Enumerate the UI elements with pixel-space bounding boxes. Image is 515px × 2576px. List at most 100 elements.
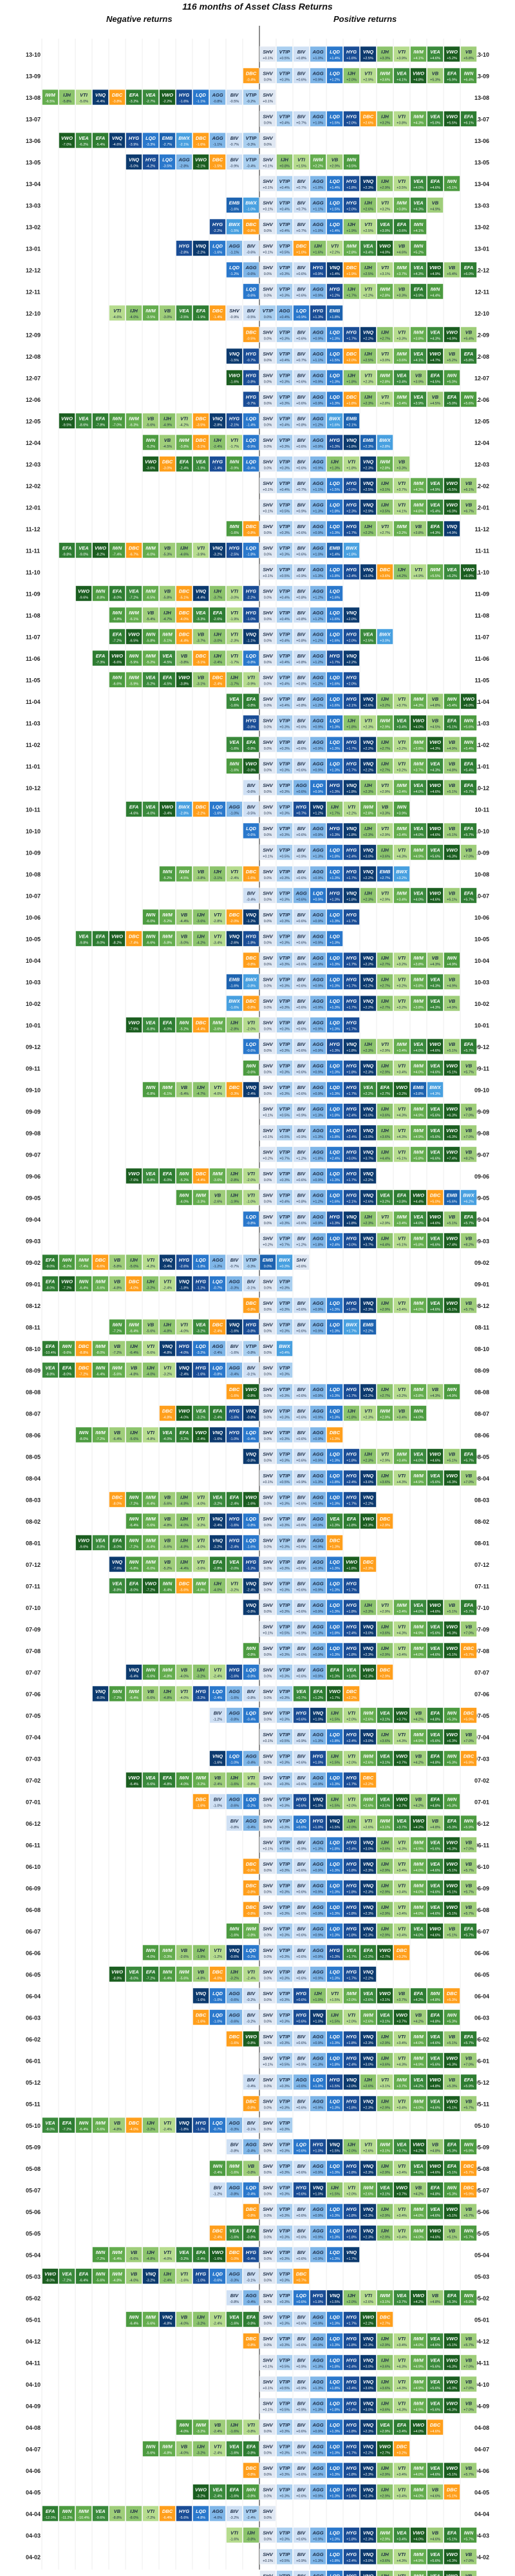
asset-ticker: VNQ xyxy=(363,1969,373,1975)
asset-ticker: AGG xyxy=(312,761,323,767)
asset-return: +0.6% xyxy=(296,1265,306,1269)
asset-ticker: LQD xyxy=(330,1732,340,1738)
asset-ticker: VEA xyxy=(430,1473,440,1479)
asset-return: -0.8% xyxy=(247,963,256,967)
asset-ticker: VWO xyxy=(429,739,441,745)
asset-ticker: LQD xyxy=(229,265,239,270)
asset-return: -7.0% xyxy=(113,424,122,428)
asset-return: -0.2% xyxy=(247,100,256,104)
asset-return: +0.3% xyxy=(279,402,290,406)
asset-ticker: EFA xyxy=(163,1020,173,1026)
asset-ticker: HYG xyxy=(346,1969,357,1975)
asset-return: -6.5% xyxy=(46,100,55,104)
asset-ticker: VTI xyxy=(364,222,373,227)
month-label-left: 12-08 xyxy=(26,354,41,360)
month-label-right: 08-07 xyxy=(474,1411,489,1417)
asset-ticker: AGG xyxy=(312,1775,323,1781)
asset-ticker: IWN xyxy=(129,1516,139,1522)
asset-ticker: BIV xyxy=(297,567,306,573)
asset-return: +4.3% xyxy=(413,208,424,212)
asset-ticker: HYG xyxy=(346,977,357,983)
asset-ticker: SHV xyxy=(263,2012,273,2018)
asset-cell xyxy=(444,68,460,84)
month-label-right: 04-11 xyxy=(474,2360,489,2367)
asset-return: -3.6% xyxy=(196,1567,205,1571)
asset-ticker: DBC xyxy=(212,2228,223,2234)
asset-return: +1.8% xyxy=(330,2063,340,2067)
asset-return: -3.0% xyxy=(163,316,172,319)
asset-cell xyxy=(293,197,310,213)
asset-ticker: IWM xyxy=(413,761,424,767)
asset-ticker: VTIP xyxy=(279,1710,291,1716)
asset-return: +0.9% xyxy=(313,1308,323,1312)
asset-ticker: IWN xyxy=(96,2271,106,2277)
asset-ticker: EFA xyxy=(113,1538,122,1544)
asset-return: +2.6% xyxy=(363,2085,373,2088)
asset-return: +0.6% xyxy=(296,1330,306,1334)
asset-cell xyxy=(293,283,310,299)
asset-ticker: IWM xyxy=(129,610,139,616)
asset-return: +0.9% xyxy=(313,1524,323,1528)
asset-return: +4.0% xyxy=(413,186,424,190)
asset-return: 0.0% xyxy=(264,143,272,147)
asset-ticker: HYG xyxy=(346,178,357,184)
asset-ticker: IJH xyxy=(314,243,322,249)
asset-return: 0.0% xyxy=(264,1589,272,1593)
asset-ticker: IJH xyxy=(364,2077,372,2083)
asset-ticker: BIV xyxy=(247,2271,256,2277)
asset-return: -4.0% xyxy=(180,1330,189,1334)
asset-cell xyxy=(176,89,192,106)
asset-ticker: SHV xyxy=(263,1732,273,1738)
asset-return: +4.0% xyxy=(413,1049,424,1053)
asset-ticker: VTIP xyxy=(279,351,291,357)
asset-ticker: VEA xyxy=(129,589,138,594)
asset-return: +5.1% xyxy=(447,790,457,794)
asset-return: +6.1% xyxy=(464,122,474,126)
asset-ticker: VEA xyxy=(413,891,423,896)
asset-ticker: VB xyxy=(432,718,439,724)
month-label-right: 13-07 xyxy=(474,117,489,123)
asset-ticker: VTIP xyxy=(279,869,291,875)
asset-ticker: EMB xyxy=(229,200,240,206)
asset-ticker: SHV xyxy=(263,1365,273,1371)
asset-return: -0.5% xyxy=(247,337,256,341)
asset-ticker: VWO xyxy=(413,1193,424,1198)
asset-ticker: AGG xyxy=(228,1365,239,1371)
asset-return: +0.5% xyxy=(279,1114,290,1118)
asset-return: +1.8% xyxy=(330,574,340,578)
asset-return: -5.8% xyxy=(62,100,71,104)
asset-ticker: SHV xyxy=(263,1063,273,1069)
asset-ticker: HYG xyxy=(346,1171,357,1177)
asset-return: +4.0% xyxy=(413,833,424,837)
asset-return: -6.2% xyxy=(79,143,88,147)
asset-ticker: AGG xyxy=(312,2228,323,2234)
asset-ticker: VEA xyxy=(413,2163,423,2169)
asset-return: +0.6% xyxy=(296,531,306,535)
asset-ticker: DBC xyxy=(212,1322,223,1328)
asset-ticker: IJH xyxy=(381,1645,389,1651)
asset-ticker: VNQ xyxy=(363,480,373,486)
asset-ticker: BIV xyxy=(297,2358,306,2363)
asset-ticker: IWN xyxy=(464,2228,474,2234)
asset-return: +5.7% xyxy=(464,1891,474,1895)
asset-return: +3.9% xyxy=(413,381,424,384)
asset-return: +2.9% xyxy=(380,2107,390,2110)
asset-ticker: IWN xyxy=(464,739,474,745)
asset-return: +0.9% xyxy=(313,1891,323,1895)
asset-ticker: HYG xyxy=(246,1322,256,1328)
asset-return: -7.2% xyxy=(113,1330,122,1334)
asset-ticker: EFA xyxy=(447,2142,457,2148)
asset-cell xyxy=(276,46,293,62)
asset-return: +0.9% xyxy=(313,1653,323,1657)
asset-ticker: AGG xyxy=(228,2185,239,2191)
asset-return: +2.7% xyxy=(380,876,390,880)
asset-ticker: VB xyxy=(164,437,171,443)
asset-ticker: VEA xyxy=(397,373,406,379)
asset-return: +3.0% xyxy=(363,574,373,578)
asset-return: +7.0% xyxy=(464,1481,474,1484)
asset-ticker: AGG xyxy=(295,2077,306,2083)
asset-return: +1.5% xyxy=(330,1718,340,1722)
asset-ticker: VEA xyxy=(196,1408,205,1414)
asset-ticker: VB xyxy=(214,1775,221,1781)
asset-return: +1.6% xyxy=(330,596,340,600)
